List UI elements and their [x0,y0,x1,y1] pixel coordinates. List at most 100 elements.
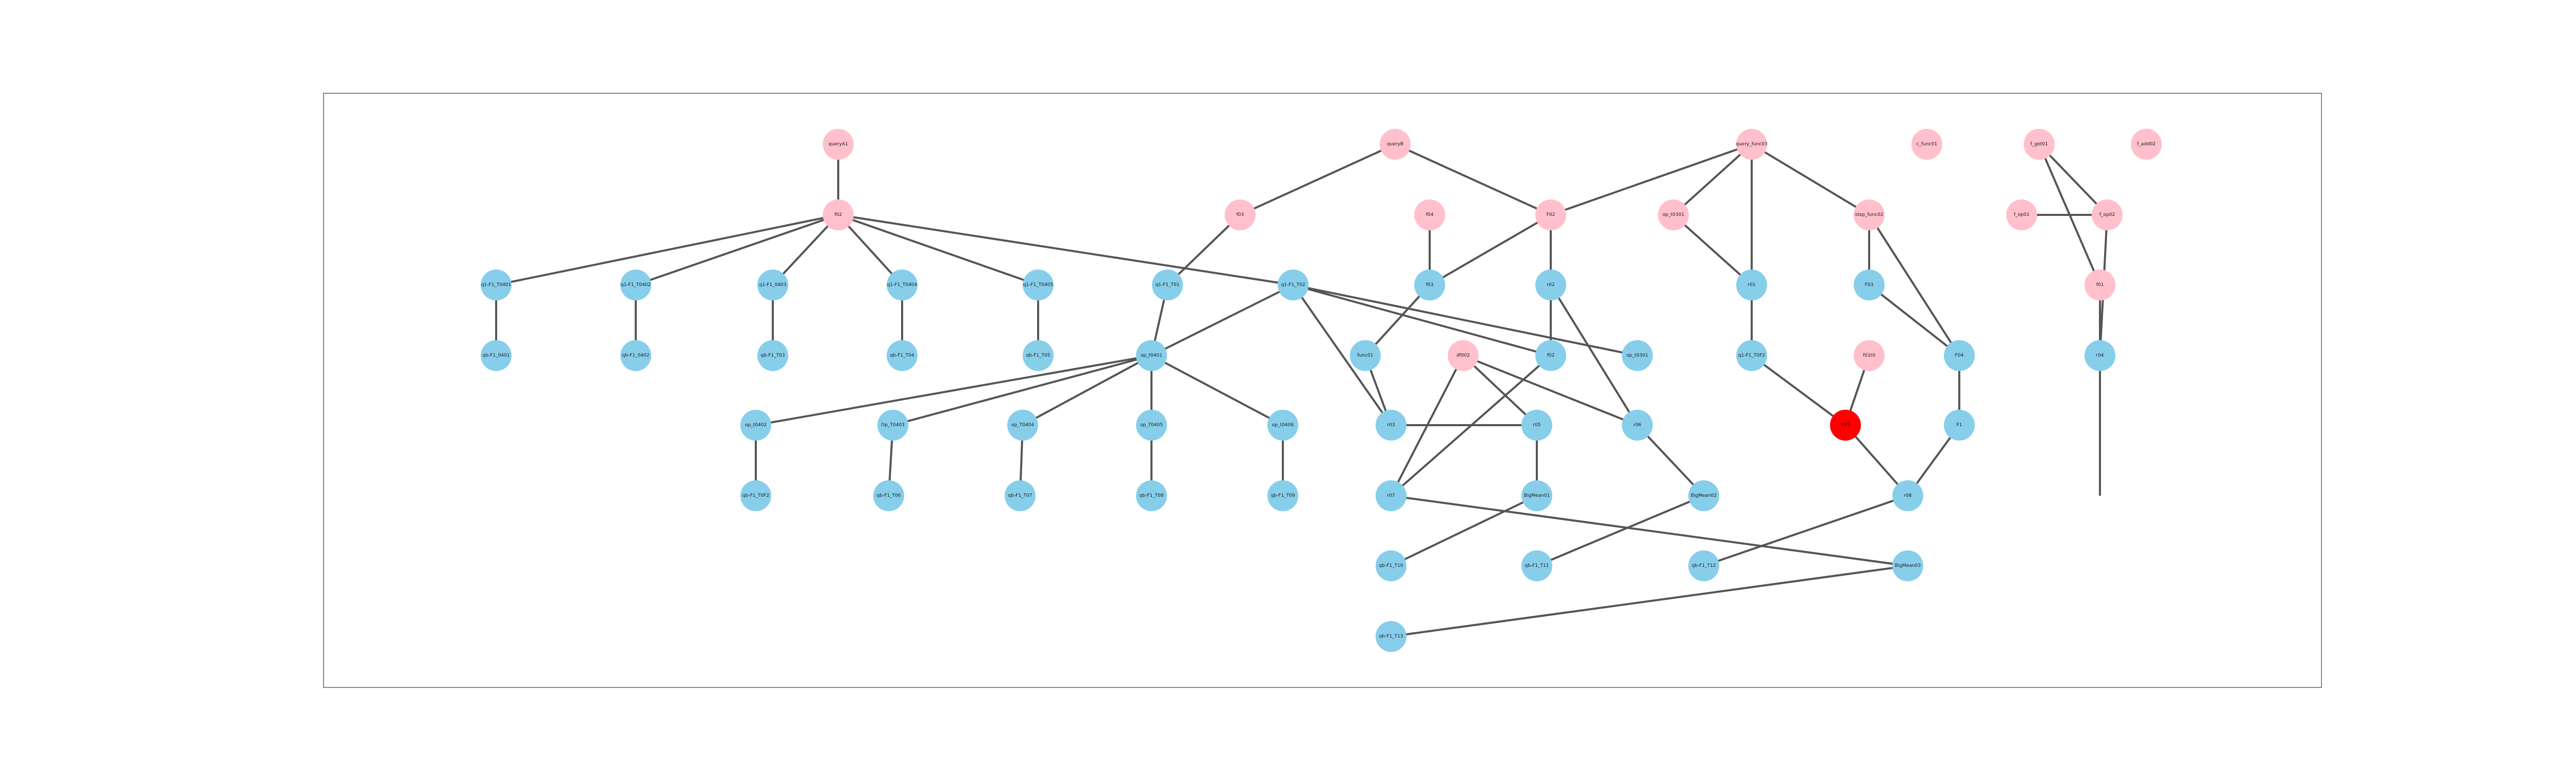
node-circle[interactable] [1380,129,1411,160]
node-circle[interactable] [1622,410,1653,441]
node-circle[interactable] [1350,340,1381,371]
node-circle[interactable] [1448,340,1479,371]
graph-node-n23[interactable]: q1-F1_T01 [1152,270,1183,300]
node-circle[interactable] [1736,270,1767,300]
node-circle[interactable] [2084,340,2115,371]
node-circle[interactable] [823,129,854,160]
node-circle[interactable] [873,480,904,511]
node-circle[interactable] [1535,199,1566,230]
node-circle[interactable] [1136,480,1167,511]
graph-node-n45[interactable]: r03 [1376,410,1406,441]
node-circle[interactable] [1267,410,1298,441]
graph-node-n16[interactable]: df002 [1448,340,1479,371]
graph-node-n53[interactable]: qb-F1_T10 [1376,550,1406,581]
node-circle[interactable] [1136,410,1167,441]
node-circle[interactable] [1376,550,1406,581]
node-circle[interactable] [2084,270,2115,300]
node-circle[interactable] [2092,199,2123,230]
graph-node-n33[interactable]: f02 [1535,340,1566,371]
node-circle[interactable] [1736,340,1767,371]
graph-node-n7[interactable]: f_op01 [2006,199,2037,230]
graph-node-n35[interactable]: func01 [1350,340,1381,371]
graph-node-n9[interactable]: f02 [823,199,854,230]
graph-node-n64[interactable]: qb-F1_T13 [1376,621,1406,652]
graph-node-n24[interactable]: q1-F1_T02 [1278,270,1309,300]
graph-node-n48[interactable]: qb-F1_T0F2 [740,480,771,511]
node-circle[interactable] [1688,550,1719,581]
node-circle[interactable] [1830,410,1861,441]
node-circle[interactable] [1944,340,1975,371]
node-circle[interactable] [2024,129,2055,160]
node-circle[interactable] [1736,129,1767,160]
node-circle[interactable] [1376,410,1406,441]
graph-node-n6[interactable]: f_add02 [2131,129,2162,160]
node-circle[interactable] [620,270,651,300]
graph-node-n62[interactable]: qb-F1_T12 [1688,550,1719,581]
graph-node-n55[interactable]: r06 [1622,410,1653,441]
node-circle[interactable] [2006,199,2037,230]
node-circle[interactable] [2131,129,2162,160]
node-circle[interactable] [1267,480,1298,511]
graph-node-n18[interactable]: q1-F1_T0401 [481,270,512,300]
graph-node-n20[interactable]: q1-F1_0403 [757,270,788,300]
graph-node-n60[interactable]: BigMean02 [1688,480,1719,511]
graph-node-n5[interactable]: f_get01 [2024,129,2055,160]
graph-node-n36[interactable]: r01 [1736,270,1767,300]
node-circle[interactable] [757,340,788,371]
graph-node-n22[interactable]: q1-F1_T0405 [1023,270,1054,300]
graph-node-n3[interactable]: query_func03 [1736,129,1768,160]
node-circle[interactable] [887,340,918,371]
graph-node-n42[interactable]: op_T0404 [1007,410,1038,441]
node-circle[interactable] [1023,340,1054,371]
graph-node-n59[interactable]: BigMean01 [1521,480,1552,511]
graph-node-n17[interactable]: f01t0 [1854,340,1885,371]
graph-node-n15[interactable]: f01 [2084,270,2115,300]
graph-node-n2[interactable]: queryB [1380,129,1411,160]
node-circle[interactable] [757,270,788,300]
node-circle[interactable] [1854,270,1885,300]
node-circle[interactable] [1854,340,1885,371]
graph-node-n30[interactable]: f03 [1414,270,1445,300]
graph-node-n14[interactable]: f04 [1414,199,1445,230]
graph-node-n11[interactable]: op_t0301 [1658,199,1689,230]
graph-node-n19[interactable]: q1-F1_T0402 [620,270,651,300]
graph-node-n34[interactable]: op_t0401 [1136,340,1167,371]
node-circle[interactable] [1854,199,1885,230]
node-circle[interactable] [1225,199,1256,230]
graph-node-n25[interactable]: qb-F1_0401 [481,340,512,371]
graph-node-n46[interactable]: r04 [2084,340,2115,371]
node-circle[interactable] [1414,199,1445,230]
node-circle[interactable] [1023,270,1054,300]
graph-node-n8[interactable]: f_op02 [2092,199,2123,230]
node-circle[interactable] [740,480,771,511]
graph-node-n37[interactable]: F03 [1854,270,1885,300]
graph-node-n58[interactable]: r08 [1892,480,1923,511]
node-circle[interactable] [1521,480,1552,511]
node-circle[interactable] [1376,480,1406,511]
node-circle[interactable] [877,410,908,441]
graph-node-n32[interactable]: op_t0301 [1622,340,1653,371]
node-circle[interactable] [1911,129,1942,160]
graph-node-n43[interactable]: op_T0405 [1136,410,1167,441]
node-circle[interactable] [1892,480,1923,511]
graph-node-n63[interactable]: BigMean03 [1892,550,1923,581]
node-circle[interactable] [1658,199,1689,230]
graph-node-n57[interactable]: F05 [1830,410,1861,441]
node-circle[interactable] [887,270,918,300]
node-circle[interactable] [481,270,512,300]
node-circle[interactable] [1278,270,1309,300]
graph-node-n40[interactable]: op_t0402 [740,410,771,441]
node-circle[interactable] [1892,550,1923,581]
graph-node-n61[interactable]: qb-F1_T11 [1521,550,1552,581]
graph-node-n21[interactable]: q1-F1_T0404 [887,270,918,300]
graph-node-n13[interactable]: f03 [1225,199,1256,230]
node-circle[interactable] [1152,270,1183,300]
node-circle[interactable] [1005,480,1036,511]
graph-node-n31[interactable]: r02 [1535,270,1566,300]
graph-node-n38[interactable]: q1-F1_T0F2 [1736,340,1767,371]
node-circle[interactable] [620,340,651,371]
node-circle[interactable] [1521,410,1552,441]
graph-node-n49[interactable]: qb-F1_T06 [873,480,904,511]
node-circle[interactable] [1414,270,1445,300]
node-circle[interactable] [1535,270,1566,300]
